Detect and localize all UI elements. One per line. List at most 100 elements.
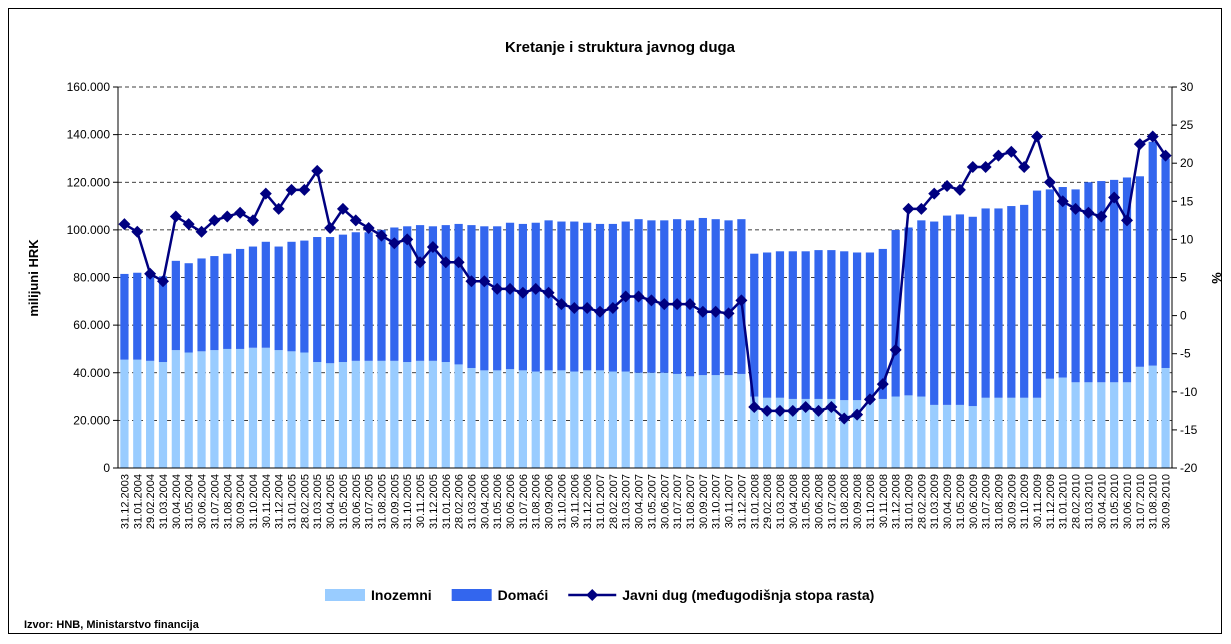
y-tick-label: 40.000	[73, 366, 110, 380]
x-tick-label: 31.08.2008	[839, 474, 851, 529]
bar-segment	[673, 219, 682, 374]
y2-tick-label: -20	[1180, 461, 1198, 475]
line-marker	[748, 401, 761, 414]
x-tick-label: 31.07.2008	[826, 474, 838, 529]
line-marker	[594, 305, 607, 318]
bar-segment	[595, 223, 605, 371]
bar-segment	[146, 360, 155, 468]
bar-segment	[325, 237, 335, 364]
y-tick-label: 80.000	[73, 271, 110, 285]
bar-segment	[1045, 189, 1055, 379]
legend-swatch	[325, 589, 365, 601]
line-marker	[452, 256, 465, 269]
bar-segment	[904, 395, 913, 468]
line-marker	[324, 221, 337, 234]
bar-segment	[338, 362, 348, 468]
bar-segment	[762, 252, 772, 398]
x-tick-label: 31.05.2004	[184, 474, 196, 529]
bar-segment	[955, 214, 965, 405]
x-tick-label: 31.03.2007	[621, 474, 633, 529]
bar-segment	[942, 404, 952, 468]
x-tick-label: 31.08.2009	[993, 474, 1005, 529]
bar-segment	[377, 229, 386, 361]
bar-segment	[930, 221, 939, 405]
line-marker	[439, 256, 452, 269]
line-marker	[838, 412, 851, 425]
bar-segment	[133, 272, 142, 360]
line-marker	[491, 282, 504, 295]
line-marker	[426, 241, 439, 254]
bar-segment	[673, 373, 682, 468]
line-marker	[388, 237, 401, 250]
bar-segment	[608, 371, 617, 468]
line-marker	[825, 401, 838, 414]
bar-segment	[184, 263, 193, 353]
x-tick-label: 31.12.2003	[119, 474, 131, 529]
line-marker	[208, 214, 221, 227]
x-tick-label: 31.05.2007	[646, 474, 658, 529]
bar-segment	[1122, 177, 1132, 383]
bar-segment	[287, 351, 296, 468]
bar-segment	[917, 396, 926, 468]
bar-segment	[171, 260, 180, 351]
line-marker	[1133, 138, 1146, 151]
source-note: Izvor: HNB, Ministarstvo financija	[24, 619, 200, 631]
line-marker	[953, 183, 966, 196]
line-marker	[465, 275, 478, 288]
bar-segment	[505, 222, 515, 370]
bar-segment	[1007, 397, 1016, 468]
x-tick-label: 31.12.2007	[736, 474, 748, 529]
line-marker	[709, 305, 722, 318]
x-tick-label: 30.06.2007	[659, 474, 671, 529]
bar-segment	[467, 367, 476, 468]
line-marker	[1108, 191, 1121, 204]
x-tick-label: 31.08.2004	[222, 474, 234, 529]
x-tick-label: 30.11.2005	[415, 474, 427, 528]
legend-label: Javni dug (međugodišnja stopa rasta)	[622, 587, 874, 603]
bar-segment	[403, 226, 412, 363]
line-marker	[902, 202, 915, 215]
line-marker	[1043, 176, 1056, 189]
bar-segment	[1148, 141, 1157, 366]
line-marker	[1159, 149, 1172, 162]
x-tick-label: 31.10.2007	[711, 474, 723, 529]
bar-segment	[1071, 189, 1080, 383]
y-axis-label: milijuni HRK	[26, 239, 41, 317]
bar-segment	[1110, 382, 1119, 468]
x-tick-label: 31.07.2009	[981, 474, 993, 529]
line-marker	[735, 294, 748, 307]
line-marker	[1146, 130, 1159, 143]
bar-segment	[968, 216, 977, 407]
y-tick-label: 0	[103, 461, 110, 475]
bar-segment	[801, 251, 810, 399]
bar-segment	[480, 226, 489, 371]
bar-segment	[891, 396, 900, 468]
bar-segment	[261, 347, 270, 468]
bar-segment	[698, 375, 707, 468]
bar-segment	[698, 217, 707, 376]
x-tick-label: 30.09.2010	[1161, 474, 1173, 529]
x-tick-label: 31.10.2005	[402, 474, 414, 529]
line-marker	[979, 161, 992, 174]
bar-segment	[685, 376, 695, 468]
line-marker	[1056, 195, 1069, 208]
bar-segment	[287, 241, 296, 352]
x-tick-label: 30.09.2004	[235, 474, 247, 529]
x-tick-label: 30.06.2009	[968, 474, 980, 529]
line-marker	[234, 206, 247, 219]
bar-segment	[724, 220, 733, 376]
legend-label: Domaći	[498, 587, 549, 603]
bar-segment	[775, 251, 785, 398]
bar-segment	[1161, 158, 1170, 368]
bar-segment	[570, 221, 579, 372]
line-marker	[1031, 130, 1044, 143]
bar-segment	[557, 370, 566, 468]
x-tick-label: 30.09.2005	[389, 474, 401, 529]
x-tick-label: 29.02.2008	[762, 474, 774, 529]
x-tick-label: 30.04.2005	[325, 474, 337, 529]
y2-tick-label: 25	[1180, 118, 1194, 132]
bar-segment	[994, 208, 1003, 398]
bar-segment	[351, 232, 360, 361]
bar-segment	[917, 220, 926, 397]
